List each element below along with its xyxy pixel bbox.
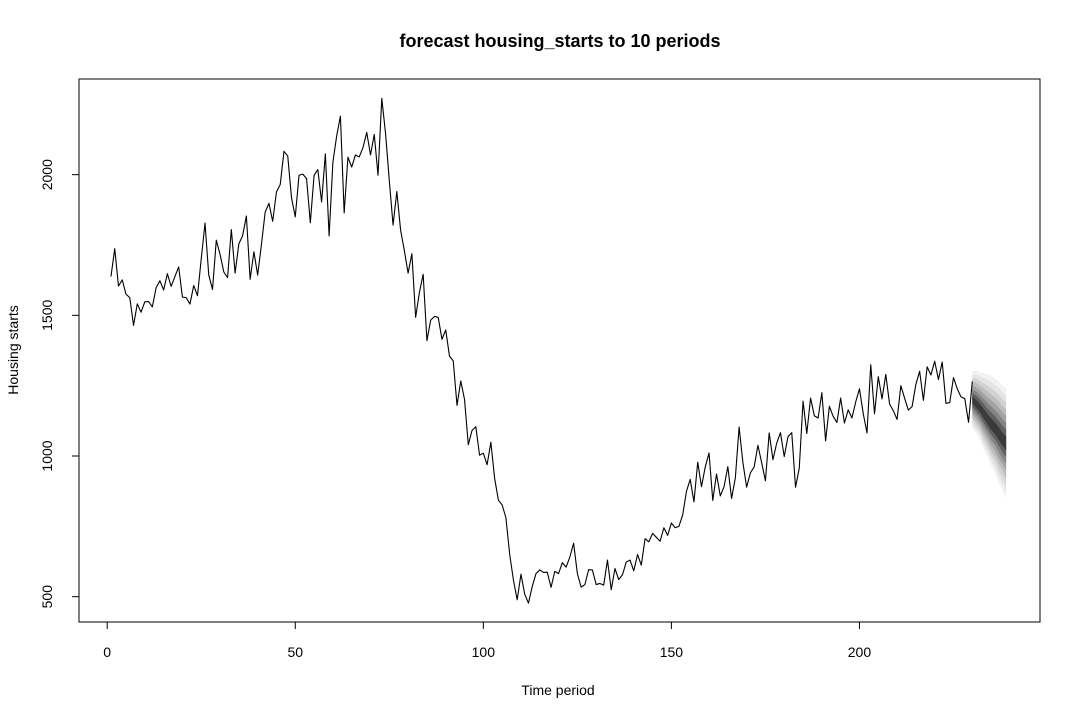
x-tick-label: 0 <box>103 644 111 660</box>
x-tick-label: 200 <box>848 644 872 660</box>
x-axis-label: Time period <box>521 682 594 698</box>
fan-band-8 <box>972 381 1007 451</box>
y-tick-label: 1500 <box>39 300 55 331</box>
x-axis: 0 50 100 150 200 <box>103 621 872 660</box>
plot-frame <box>78 78 1041 623</box>
y-tick-label: 1000 <box>39 440 55 471</box>
series-line-1 <box>110 97 973 604</box>
y-tick-label: 2000 <box>39 159 55 190</box>
x-tick-label: 100 <box>472 644 496 660</box>
chart-title: forecast housing_starts to 10 periods <box>399 31 720 51</box>
y-axis-label: Housing starts <box>5 305 21 394</box>
x-tick-label: 50 <box>287 644 303 660</box>
y-axis: 500 1000 1500 2000 <box>39 159 80 609</box>
forecast-fan <box>972 370 1007 499</box>
y-tick-label: 500 <box>39 585 55 609</box>
series-layer <box>110 97 973 604</box>
x-tick-label: 150 <box>660 644 684 660</box>
